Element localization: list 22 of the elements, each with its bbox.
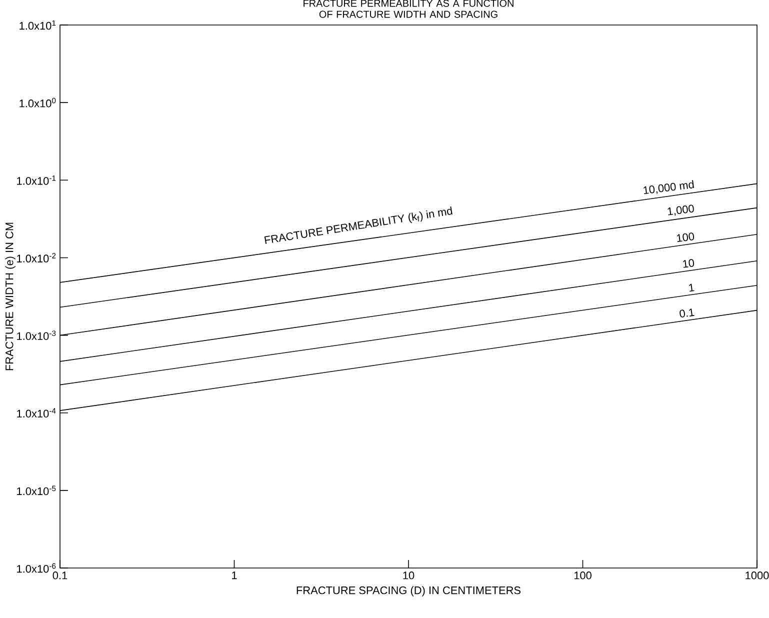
x-tick-label: 100 — [574, 572, 592, 580]
text: 10,000 md — [644, 180, 694, 194]
text: 1,000 — [668, 204, 694, 216]
y-tick-label: 1.0x10$^{1}$ — [20, 20, 56, 30]
y-axis-title: FRACTURE WIDTH (e) IN CM — [5, 222, 16, 370]
y-tick-label: 1.0x10$^{-6}$ — [17, 563, 56, 573]
y-tick-label: 1.0x10$^{-4}$ — [17, 408, 56, 418]
x-tick-label: 10 — [403, 572, 414, 580]
x-tick-label: 0.1 — [52, 572, 68, 580]
chart-title: FRACTURE PERMEABILITY AS A FUNCTION OF FRACTURE WIDTH AND SPACING — [304, 0, 514, 18]
y-tick-label: 1.0x10$^{-3}$ — [17, 330, 56, 340]
x-tick-label: 1 — [232, 572, 237, 580]
text: 10 — [683, 259, 694, 268]
text: 100 — [677, 232, 694, 242]
y-tick-label: 1.0x10$^{-5}$ — [17, 486, 56, 496]
y-tick-label: 1.0x10$^{-2}$ — [17, 253, 56, 262]
text: 1 — [689, 284, 694, 292]
y-tick-label: 1.0x10$^{0}$ — [20, 98, 56, 108]
y-tick-label: 1.0x10$^{-1}$ — [17, 175, 56, 185]
x-axis-title: FRACTURE SPACING (D) IN CENTIMETERS — [296, 586, 521, 596]
x-tick-label: 1000 — [746, 572, 769, 580]
text: 0.1 — [680, 308, 694, 318]
